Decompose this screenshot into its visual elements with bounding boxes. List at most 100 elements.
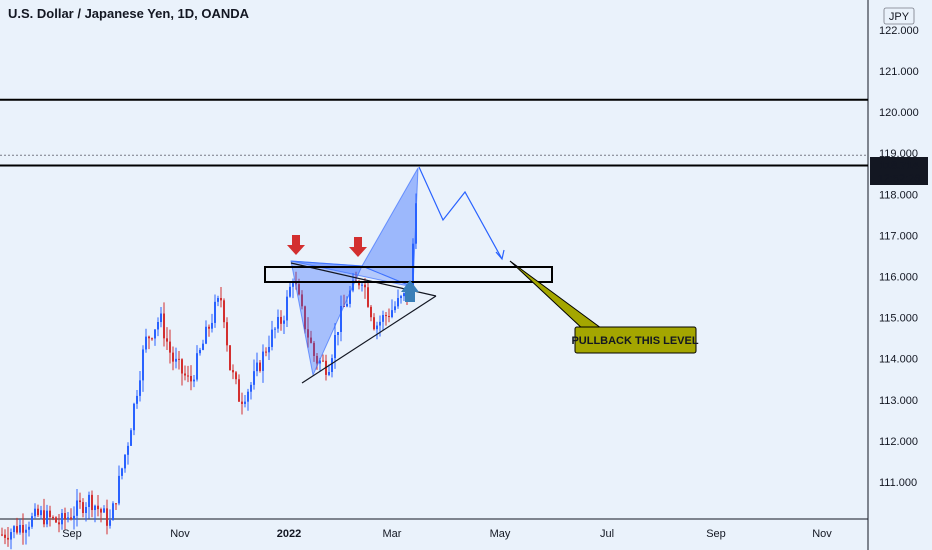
candle-body (190, 375, 192, 382)
candle-body (364, 284, 366, 288)
candle-body (304, 306, 306, 330)
candle-body (73, 515, 75, 519)
pattern-triangle-right (361, 167, 419, 288)
chart-title: U.S. Dollar / Japanese Yen, 1D, OANDA (8, 6, 250, 21)
candle-body (232, 370, 234, 373)
candle-body (178, 358, 180, 360)
candle-body (319, 360, 321, 364)
candle-body (181, 359, 183, 374)
candle-body (205, 326, 207, 344)
candle-body (175, 358, 177, 362)
y-tick-label: 113.000 (879, 395, 918, 407)
candle-body (94, 505, 96, 511)
candle-body (385, 315, 387, 317)
candle-body (298, 284, 300, 295)
candle-body (4, 534, 6, 538)
candle-body (220, 297, 222, 301)
candle-body (394, 306, 396, 311)
candle-body (46, 510, 48, 525)
candle-body (91, 494, 93, 511)
last-price-tag (870, 157, 928, 185)
callout-label: PULLBACK THIS LEVEL (571, 335, 698, 347)
candle-body (148, 336, 150, 339)
candle-body (64, 513, 66, 520)
candle-body (100, 509, 102, 513)
projection-arrowhead (495, 249, 505, 261)
candle-body (388, 316, 390, 318)
y-tick-label: 117.000 (879, 230, 918, 242)
candle-body (256, 362, 258, 372)
y-tick-label: 118.000 (879, 189, 918, 201)
candle-body (196, 353, 198, 380)
candle-body (295, 283, 297, 285)
candle-body (187, 375, 189, 377)
y-tick-label: 116.000 (879, 272, 918, 284)
candle-body (391, 310, 393, 317)
candle-body (370, 306, 372, 318)
candle-body (250, 384, 252, 392)
candle-body (301, 294, 303, 307)
candle-body (157, 322, 159, 330)
candle-body (28, 526, 30, 530)
candle-body (226, 322, 228, 346)
candle-body (262, 351, 264, 371)
candle-body (70, 517, 72, 519)
candle-body (58, 522, 60, 525)
last-price-label: 118.714 (879, 160, 919, 172)
y-tick-label: 112.000 (879, 436, 918, 448)
candle-body (259, 362, 261, 371)
candle-body (139, 380, 141, 396)
candle-body (367, 287, 369, 307)
candle-body (124, 454, 126, 469)
candle-body (316, 355, 318, 364)
candle-body (25, 529, 27, 533)
candle-body (127, 445, 129, 455)
candle-body (142, 349, 144, 381)
x-tick-label: Mar (383, 528, 402, 540)
candle-body (334, 334, 336, 359)
candle-body (49, 510, 51, 518)
candle-body (286, 296, 288, 321)
candle-body (235, 372, 237, 380)
candle-body (79, 500, 81, 503)
candle-body (13, 526, 15, 533)
x-tick-label: Sep (706, 528, 726, 540)
candle-body (163, 313, 165, 339)
candle-body (136, 395, 138, 404)
candle-body (145, 336, 147, 350)
currency-badge (883, 7, 915, 25)
red-down-arrow-icon (287, 235, 305, 255)
y-tick-label: 121.000 (879, 66, 919, 78)
candle-body (379, 321, 381, 326)
candle-body (1, 534, 3, 536)
candle-body (358, 281, 360, 286)
candle-body (88, 494, 90, 507)
candle-body (31, 516, 33, 527)
candle-body (238, 379, 240, 402)
x-tick-label: May (490, 528, 511, 540)
candle-body (118, 475, 120, 504)
candle-body (283, 320, 285, 324)
candle-body (328, 371, 330, 375)
candle-body (199, 349, 201, 354)
candle-body (211, 322, 213, 329)
candle-body (130, 430, 132, 446)
currency-label: JPY (889, 11, 910, 23)
candle-body (241, 401, 243, 404)
candle-body (292, 283, 294, 287)
x-tick-label: Nov (170, 528, 190, 540)
candle-body (43, 510, 45, 525)
candle-body (253, 371, 255, 385)
candle-body (313, 342, 315, 356)
candle-body (397, 298, 399, 307)
candle-body (85, 506, 87, 513)
candle-body (103, 508, 105, 513)
candle-body (16, 526, 18, 533)
callout-pointer (509, 260, 607, 332)
y-tick-label: 114.000 (879, 354, 918, 366)
candle-body (151, 338, 153, 340)
blue-up-arrow-icon (401, 280, 419, 302)
callout-box (574, 326, 697, 354)
